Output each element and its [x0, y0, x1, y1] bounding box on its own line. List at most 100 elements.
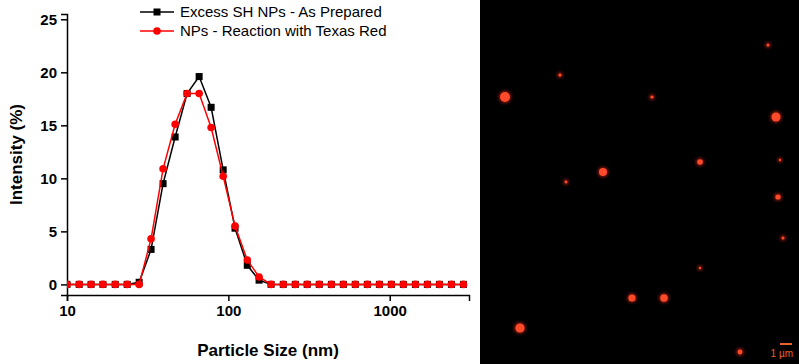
- data-point: [292, 281, 300, 289]
- y-tick-label: 25: [40, 11, 57, 28]
- data-point: [376, 281, 384, 289]
- y-tick: 15: [40, 117, 67, 134]
- data-point: [352, 281, 360, 289]
- x-tick-mark: [389, 295, 391, 301]
- data-point: [123, 281, 131, 289]
- data-point: [87, 281, 95, 289]
- data-point: [76, 281, 83, 288]
- data-point: [255, 273, 263, 281]
- x-tick-label: 100: [216, 302, 241, 319]
- micrograph-spot: [779, 159, 781, 161]
- data-point: [304, 281, 311, 288]
- data-point: [292, 281, 299, 288]
- micrograph-spot: [772, 113, 781, 122]
- data-point: [195, 90, 203, 98]
- y-tick-mark: [61, 178, 67, 180]
- data-point: [388, 281, 395, 288]
- legend-marker: [153, 27, 161, 35]
- micrograph-spot-glow: [598, 167, 609, 178]
- legend-marker: [154, 9, 161, 16]
- micrograph-spot-glow: [563, 179, 569, 185]
- data-point: [219, 172, 227, 180]
- data-point: [208, 104, 215, 111]
- figure: 1010010000510152025Particle Size (nm)Int…: [0, 0, 799, 364]
- data-point: [171, 120, 179, 128]
- micrograph-spot-glow: [557, 72, 563, 78]
- micrograph-spot: [650, 95, 653, 98]
- data-point: [99, 281, 106, 288]
- micrograph-spot-glow: [780, 235, 786, 241]
- data-point: [460, 281, 467, 288]
- micrograph-spot: [738, 350, 743, 355]
- micrograph-spot-glow: [649, 94, 655, 100]
- data-point: [267, 281, 275, 289]
- micrograph-spot-glow: [499, 91, 512, 104]
- y-axis-title: Intensity (%): [7, 104, 26, 205]
- data-point: [340, 281, 347, 288]
- y-tick-mark: [61, 72, 67, 74]
- data-point: [424, 281, 431, 288]
- data-point: [159, 165, 167, 173]
- data-point: [196, 73, 203, 80]
- y-axis-line: [61, 15, 68, 296]
- data-point: [183, 90, 191, 98]
- y-tick-label: 15: [40, 117, 57, 134]
- data-point: [340, 281, 348, 289]
- data-point: [412, 281, 419, 288]
- micrograph-spot-glow: [774, 193, 782, 201]
- data-point: [364, 281, 371, 288]
- y-tick-mark: [61, 125, 67, 127]
- x-tick: 1000: [374, 295, 407, 319]
- data-point: [436, 281, 444, 289]
- data-point: [111, 281, 119, 289]
- data-point: [328, 281, 335, 288]
- data-point: [280, 281, 287, 288]
- y-axis: 0510152025: [40, 11, 67, 296]
- micrograph-spot-glow: [777, 157, 782, 162]
- y-tick-mark: [61, 19, 67, 21]
- data-point: [124, 281, 131, 288]
- micrograph-spot-glow: [659, 293, 670, 304]
- data-point: [231, 222, 239, 230]
- legend-label: Excess SH NPs - As Prepared: [180, 3, 382, 20]
- micrograph-spot: [515, 323, 524, 332]
- micrograph-spot: [558, 73, 561, 76]
- micrograph-spot: [775, 194, 780, 199]
- data-point: [376, 281, 383, 288]
- data-point: [364, 281, 372, 289]
- scale-bar-label: 1 µm: [771, 348, 793, 359]
- micrograph-spot-glow: [514, 322, 526, 334]
- micrograph-spot-glow: [627, 293, 637, 303]
- y-tick-mark: [61, 231, 67, 233]
- micrograph-spot: [628, 294, 635, 301]
- micrograph-spot-glow: [696, 158, 705, 167]
- data-point: [448, 281, 455, 288]
- data-point: [99, 281, 107, 289]
- data-point: [268, 281, 275, 288]
- x-tick-mark: [228, 295, 230, 301]
- micrograph-spot: [767, 44, 770, 47]
- y-tick: 0: [49, 276, 67, 293]
- data-point: [412, 281, 420, 289]
- micrograph-spot: [697, 159, 703, 165]
- data-point: [303, 281, 311, 289]
- micrograph-spot: [660, 294, 668, 302]
- micrograph-spot-glow: [765, 42, 771, 48]
- data-point: [88, 281, 95, 288]
- data-point: [147, 235, 155, 243]
- data-point: [316, 281, 323, 288]
- x-axis-title: Particle Size (nm): [197, 341, 339, 360]
- y-tick: 20: [40, 64, 67, 81]
- data-point: [448, 281, 456, 289]
- data-point: [135, 281, 143, 289]
- y-tick: 25: [40, 11, 67, 28]
- data-point: [67, 281, 71, 288]
- y-tick: 10: [40, 170, 67, 187]
- data-point: [436, 281, 443, 288]
- data-point: [67, 281, 71, 289]
- x-tick: 100: [216, 295, 241, 319]
- x-tick-label: 10: [59, 302, 76, 319]
- x-axis: 10 100 1000: [59, 295, 469, 319]
- data-point: [400, 281, 408, 289]
- micrograph-spot: [565, 181, 568, 184]
